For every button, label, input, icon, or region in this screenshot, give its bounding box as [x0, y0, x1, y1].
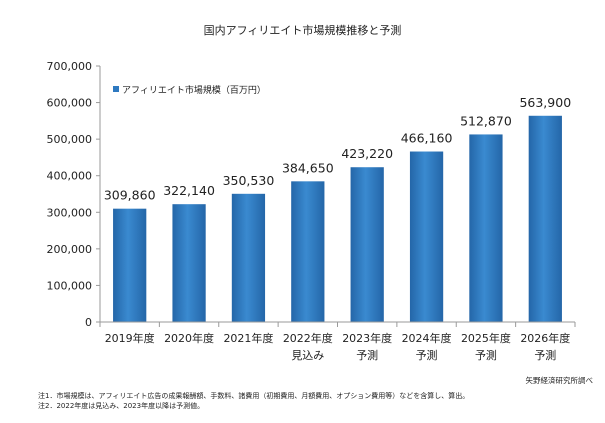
x-tick-label: 2023年度: [342, 331, 392, 345]
data-label: 512,870: [460, 113, 512, 128]
footnotes: 注1．市場規模は、アフィリエイト広告の成果報酬額、手数料、諸費用（初期費用、月額…: [38, 391, 469, 411]
y-tick-label: 100,000: [47, 279, 93, 292]
x-tick-label: 2026年度: [520, 331, 570, 345]
y-tick-label: 200,000: [47, 243, 93, 256]
bar: [350, 167, 384, 322]
x-tick-sublabel: 予測: [416, 348, 438, 362]
x-tick-label: 2021年度: [223, 331, 273, 345]
y-tick-label: 600,000: [47, 97, 93, 110]
y-tick-label: 500,000: [47, 133, 93, 146]
y-tick-label: 400,000: [47, 170, 93, 183]
x-tick-sublabel: 見込み: [291, 349, 324, 362]
x-tick-label: 2019年度: [105, 331, 155, 345]
source-note: 矢野経済研究所調べ: [525, 376, 594, 385]
bar: [172, 204, 206, 322]
bar: [409, 151, 444, 322]
x-tick-sublabel: 予測: [356, 348, 378, 362]
bar: [528, 115, 562, 322]
legend-swatch: [113, 86, 119, 92]
legend-label: アフィリエイト市場規模（百万円）: [122, 84, 266, 96]
data-label: 466,160: [401, 131, 453, 146]
bar: [231, 193, 266, 322]
y-tick-label: 700,000: [47, 60, 93, 73]
x-tick-label: 2022年度: [283, 331, 333, 345]
chart-title: 国内アフィリエイト市場規模推移と予測: [203, 24, 402, 37]
x-tick-label: 2020年度: [164, 331, 214, 345]
y-tick-label: 300,000: [47, 206, 93, 219]
footnote-2: 注2．2022年度は見込み、2023年度以降は予測値。: [38, 402, 205, 410]
bar: [291, 181, 325, 322]
data-label: 563,900: [519, 95, 571, 110]
x-tick-sublabel: 予測: [475, 348, 497, 362]
data-label: 423,220: [341, 146, 393, 161]
x-tick-label: 2024年度: [402, 331, 452, 345]
bar: [469, 134, 503, 322]
data-label: 384,650: [282, 160, 334, 175]
data-label: 322,140: [163, 183, 215, 198]
x-tick-label: 2025年度: [461, 331, 511, 345]
data-label: 309,860: [104, 188, 156, 203]
y-tick-label: 0: [85, 316, 92, 329]
bar: [113, 208, 147, 322]
footnote-1: 注1．市場規模は、アフィリエイト広告の成果報酬額、手数料、諸費用（初期費用、月額…: [38, 392, 470, 400]
x-tick-sublabel: 予測: [534, 348, 556, 362]
data-label: 350,530: [223, 173, 275, 188]
